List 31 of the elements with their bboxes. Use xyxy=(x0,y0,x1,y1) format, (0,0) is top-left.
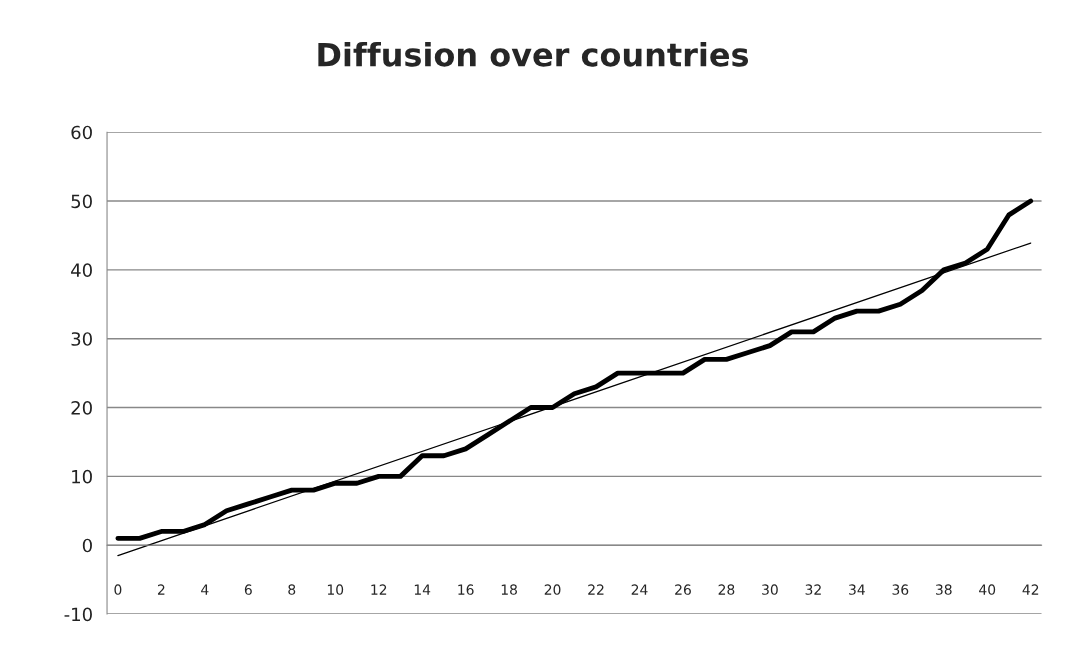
x-tick-label: 16 xyxy=(458,584,474,595)
y-tick-label: 50 xyxy=(71,194,92,209)
y-tick-label: 10 xyxy=(72,469,92,484)
x-tick-label: 6 xyxy=(244,584,252,595)
x-tick-label: 38 xyxy=(935,584,952,595)
x-tick-label: 22 xyxy=(588,584,604,595)
x-tick-label: 28 xyxy=(718,584,735,595)
x-tick-label: 14 xyxy=(414,584,431,595)
y-tick-label: 30 xyxy=(71,332,92,346)
y-tick-label: 40 xyxy=(71,263,92,277)
x-tick-label: 30 xyxy=(762,584,778,595)
y-tick-label: 20 xyxy=(71,401,92,415)
x-tick-label: 24 xyxy=(631,584,648,595)
x-tick-label: 2 xyxy=(157,584,165,595)
y-tick-label: 60 xyxy=(71,125,92,140)
x-tick-label: 34 xyxy=(849,584,865,595)
x-tick-label: 8 xyxy=(288,584,296,595)
y-tick-label: -10 xyxy=(64,607,92,622)
x-tick-label: 40 xyxy=(979,584,996,595)
y-tick-label: 0 xyxy=(82,538,92,553)
x-tick-label: 12 xyxy=(371,584,387,595)
chart-title: Diffusion over countries xyxy=(318,41,749,67)
x-tick-label: 10 xyxy=(327,584,344,595)
x-tick-label: 32 xyxy=(805,584,821,595)
x-tick-label: 4 xyxy=(201,584,209,595)
x-tick-label: 0 xyxy=(114,584,122,595)
x-tick-label: 18 xyxy=(501,584,517,595)
x-tick-label: 20 xyxy=(544,584,561,595)
x-tick-label: 26 xyxy=(675,584,691,595)
x-tick-label: 36 xyxy=(892,584,909,595)
x-tick-label: 42 xyxy=(1022,584,1039,595)
